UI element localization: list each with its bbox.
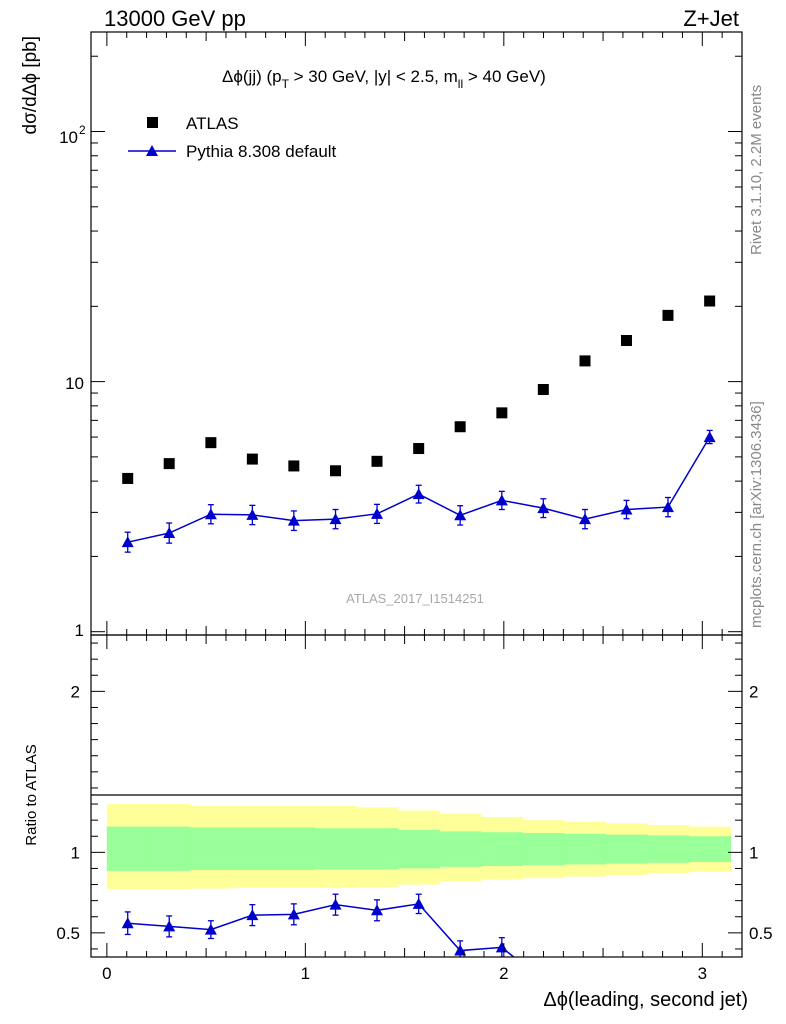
- atlas-data-point: [163, 458, 175, 470]
- x-tick-label: 3: [698, 964, 707, 983]
- atlas-data-point: [662, 309, 674, 321]
- ratio-data-point: [163, 920, 176, 932]
- atlas-data-point: [413, 443, 425, 455]
- ratio-data-point: [121, 917, 134, 929]
- uncertainty-band-inner: [231, 827, 274, 871]
- x-tick-label: 0: [102, 964, 111, 983]
- ratio-y-tick-label-right: 0.5: [749, 924, 773, 943]
- ratio-y-tick-label-right: 1: [749, 843, 758, 862]
- legend-label-pythia: Pythia 8.308 default: [186, 142, 337, 161]
- ratio-y-tick-label-left: 0.5: [56, 924, 80, 943]
- x-axis-label: Δϕ(leading, second jet): [543, 989, 748, 1011]
- x-tick-label: 1: [301, 964, 310, 983]
- ratio-panel-frame: [90, 634, 743, 958]
- ratio-data-point: [329, 898, 342, 910]
- ratio-panel: 0.5 0.5 1 1 2 2 0 1 2 3 Ratio to ATLAS Δϕ(leading…: [23, 634, 773, 1011]
- ratio-y-axis-label: Ratio to ATLAS: [23, 744, 40, 845]
- pythia-data-point: [246, 508, 259, 520]
- uncertainty-band-inner: [522, 833, 565, 866]
- legend-marker-atlas: [147, 117, 158, 128]
- uncertainty-band-inner: [564, 833, 607, 865]
- uncertainty-band-inner: [397, 829, 441, 869]
- legend: ATLAS Pythia 8.308 default: [128, 114, 337, 161]
- chart-title: Δϕ(jj) (pT > 30 GeV, |y| < 2.5, mll > 40…: [222, 67, 546, 91]
- ratio-y-tick-label-right: 2: [749, 682, 758, 701]
- atlas-data-point: [205, 437, 217, 449]
- pythia-data-point: [287, 514, 300, 526]
- ratio-data-point: [537, 975, 549, 986]
- atlas-data-point: [454, 421, 466, 433]
- y-axis-label: dσ/dΔϕ [pb]: [20, 36, 41, 134]
- uncertainty-band-inner: [273, 827, 316, 871]
- pythia-data-point: [537, 502, 550, 514]
- y-tick-label-100: 10: [59, 128, 78, 147]
- uncertainty-band-inner: [688, 836, 731, 863]
- pythia-data-point: [371, 507, 384, 519]
- uncertainty-band-inner: [605, 834, 648, 864]
- pythia-data-point: [329, 513, 342, 525]
- ratio-data-point: [454, 944, 467, 956]
- x-tick-label: 2: [499, 964, 508, 983]
- pythia-data-point: [454, 509, 467, 521]
- y-tick-label-100-exponent: 2: [79, 123, 86, 137]
- pythia-data-point: [495, 494, 508, 506]
- mcplots-reference-label: mcplots.cern.ch [arXiv:1306.3436]: [748, 401, 765, 628]
- ratio-y-tick-label-left: 1: [71, 843, 80, 862]
- pythia-data-point: [579, 513, 592, 525]
- uncertainty-band-inner: [439, 831, 482, 867]
- atlas-data-point: [330, 465, 342, 477]
- atlas-data-point: [496, 407, 508, 419]
- uncertainty-band-inner: [314, 828, 357, 870]
- uncertainty-band-inner: [647, 835, 690, 863]
- pythia-data-point: [412, 488, 425, 500]
- y-tick-label-1: 1: [75, 621, 84, 640]
- atlas-data-point: [371, 455, 383, 467]
- y-tick-label-10: 10: [65, 374, 84, 393]
- ratio-data-point: [495, 941, 508, 953]
- header-energy-label: 13000 GeV pp: [104, 6, 246, 31]
- ratio-data-point: [371, 904, 384, 916]
- pythia-data-point: [121, 536, 134, 548]
- atlas-data-point: [288, 460, 300, 472]
- header-process-label: Z+Jet: [683, 6, 739, 31]
- uncertainty-band-inner: [148, 826, 191, 871]
- analysis-watermark: ATLAS_2017_I1514251: [346, 591, 484, 606]
- atlas-data-point: [246, 453, 258, 465]
- uncertainty-band-inner: [356, 828, 399, 870]
- ratio-y-tick-label-left: 2: [71, 682, 80, 701]
- ratio-data-point: [287, 908, 300, 920]
- atlas-data-point: [537, 383, 549, 395]
- pythia-data-point: [163, 527, 176, 539]
- pythia-data-point: [703, 431, 716, 443]
- uncertainty-band-inner: [106, 826, 149, 871]
- atlas-data-point: [122, 472, 134, 484]
- ratio-data-point: [204, 923, 217, 935]
- atlas-data-point: [704, 295, 716, 307]
- rivet-version-label: Rivet 3.1.10, 2.2M events: [748, 85, 765, 255]
- pythia-data-point: [620, 503, 633, 515]
- legend-label-atlas: ATLAS: [186, 114, 239, 133]
- pythia-data-point: [661, 501, 674, 513]
- uncertainty-band-inner: [190, 827, 233, 871]
- ratio-data-point: [412, 897, 425, 909]
- atlas-data-point: [579, 355, 591, 367]
- pythia-data-point: [204, 508, 217, 520]
- uncertainty-band-inner: [481, 832, 523, 867]
- ratio-data-point: [246, 909, 259, 921]
- legend-marker-pythia: [146, 145, 158, 156]
- main-panel: Δϕ(jj) (pT > 30 GeV, |y| < 2.5, mll > 40…: [20, 31, 743, 640]
- atlas-data-point: [620, 335, 632, 347]
